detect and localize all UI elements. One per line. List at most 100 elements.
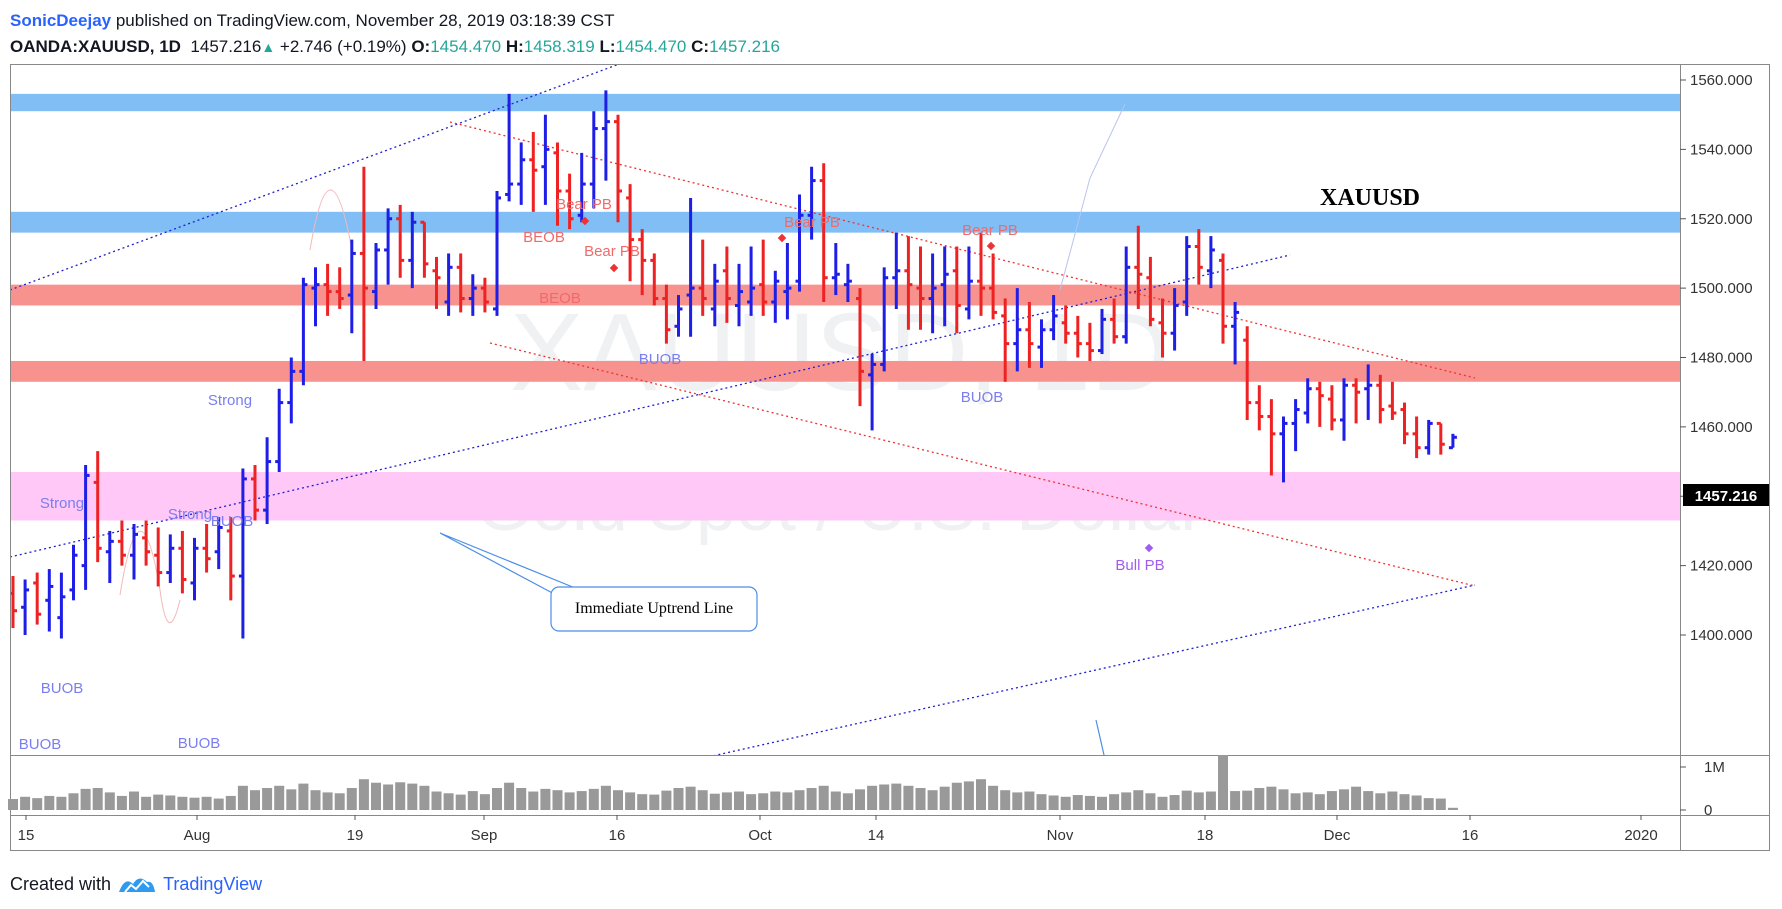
price-change: +2.746 (+0.19%) [279,37,407,56]
volume-bar [455,794,466,810]
ohlc-bar [214,517,223,570]
price-tick-label: 1480.000 [1690,350,1753,367]
annotation-label: Strong [168,506,212,523]
trendlines-layer [11,65,1476,755]
zones-layer [11,93,1680,521]
ohlc-bar [1013,288,1022,372]
volume-bar [431,791,442,810]
upper-resistance-line [449,121,1476,379]
ohlc-bar [1206,236,1215,289]
ohlc-bar [1291,399,1300,452]
last-price-tag-bg [1683,484,1769,506]
ohlc-bar [1424,419,1433,455]
ohlc-bar [1085,322,1094,361]
pin-bar-marker [986,241,996,251]
ohlc-bar [1231,302,1240,365]
volume-bar [1351,786,1362,810]
volume-bar [237,785,248,810]
ohlc-bar [1376,374,1385,424]
volume-bar [625,792,636,810]
ohlc-bar [45,569,54,632]
ohlc-bar [190,537,199,601]
ohlc-bar [795,194,804,292]
volume-bar [891,783,902,810]
volume-bar [1254,788,1265,810]
ohlc-bar [989,253,998,320]
ohlc-bar [1448,433,1457,450]
volume-bar [395,782,406,810]
volume-bar [649,794,660,810]
volume-bar [613,790,623,810]
ohlc-bar [372,243,380,309]
zone-band [11,284,1680,306]
zone-band [11,471,1680,521]
ohlc-bar [892,232,901,309]
ohlc-bar [940,246,949,327]
volume-bar [1181,790,1192,810]
time-axis[interactable]: 15 Aug 19 Sep 16 Oct 14 Nov 18 Dec 16 2020 [18,815,1658,844]
ohlc-bar [1158,298,1167,358]
volume-bar [794,790,805,810]
ohlc-bar [1303,378,1312,424]
volume-bar [988,785,999,810]
ohlc-bar [880,267,889,372]
ohlc-bar [1194,229,1203,285]
volume-bar [1302,792,1313,810]
price-axis[interactable]: 1560.000 1540.000 1520.000 1500.000 1480.000… [1680,72,1753,819]
volume-bar [1084,795,1095,810]
volume-bar [92,788,103,810]
immediate-uptrend-line [11,254,1291,558]
volume-bar [1326,791,1337,810]
ohlc-bar [722,246,731,323]
ohlc-bar [238,468,247,639]
ohlc-bar [553,142,562,226]
ohlc-bar [819,163,828,302]
author-link[interactable]: SonicDeejay [10,11,112,30]
volume-bar [588,788,599,810]
ohlc-bar [408,211,417,289]
tradingview-link[interactable]: TradingView [163,873,263,894]
ohlc-bar [771,270,780,323]
price-tick-label: 1460.000 [1690,419,1753,436]
ohlc-bar [1267,399,1276,476]
last-price-tag: 1457.216 [1683,484,1769,506]
ohlc-bar [747,246,756,316]
volume-bar [746,794,757,810]
ohlc-bar [1061,305,1070,344]
ohlc-bar [456,253,465,313]
ohlc-bar [783,243,792,320]
ohlc-bar [1001,298,1010,382]
ohlc-bar [1146,256,1155,327]
ohlc-bar [347,239,356,334]
annotation-label: Bull PB [1115,557,1164,574]
volume-bar [951,782,962,810]
time-tick-label: 19 [347,827,364,844]
chart-frame [10,64,1770,851]
ohlc-bar [396,204,405,278]
volume-bar [201,796,212,810]
volume-bar [867,785,878,810]
volume-bar [44,795,55,810]
volume-bar [116,795,127,810]
publish-line: SonicDeejay published on TradingView.com… [10,8,780,34]
annotation-label: BUOB [961,389,1004,406]
symbol-label[interactable]: OANDA:XAUUSD, 1D [10,37,181,56]
chart-header: SonicDeejay published on TradingView.com… [10,8,780,60]
ohlc-bar [420,220,429,278]
volume-bar [818,785,829,810]
ohlc-bar [142,520,151,566]
volume-bar [1157,796,1168,810]
low-label: L: [599,37,616,56]
volume-bar [1230,791,1241,810]
volume-bar [770,791,781,810]
ohlc-bar [759,239,768,316]
volume-bar [250,790,260,810]
watermark-symbol: XAUUSD, 1D [510,291,1170,414]
ohlc-bar [614,114,622,223]
volume-bar [721,792,732,810]
volume-bar [927,790,938,810]
volume-bar [564,792,575,810]
volume-bar [1133,790,1144,810]
